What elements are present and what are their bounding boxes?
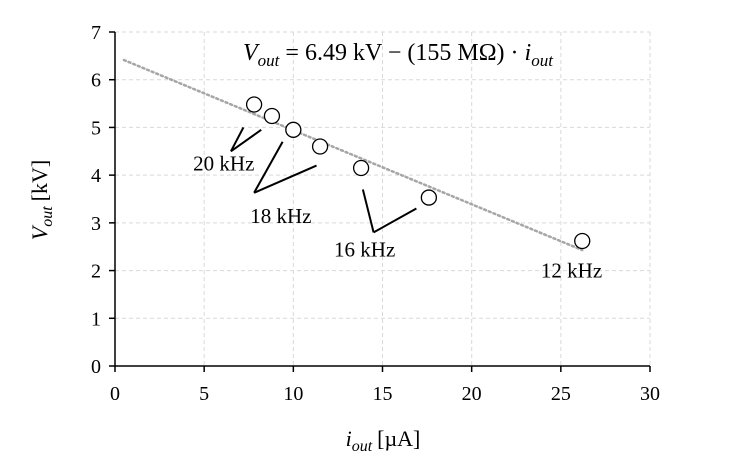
- x-axis-title-unit: [µA]: [377, 426, 420, 451]
- equation-label: Vout = 6.49 kV − (155 MΩ) · iout: [243, 40, 554, 70]
- equation-rhs: = 6.49 kV − (155 MΩ) ·: [279, 40, 524, 66]
- annotation-label: 18 kHz: [250, 204, 311, 228]
- x-axis-title-sub: out: [352, 438, 373, 455]
- annotation-leader-line: [230, 126, 245, 152]
- data-point: [420, 189, 438, 206]
- y-axis-title-unit: [kV]: [27, 160, 52, 202]
- annotation-leader-line: [253, 141, 284, 194]
- equation-lhs-sub: out: [258, 51, 281, 70]
- x-axis-title: iout [µA]: [346, 426, 421, 455]
- data-point: [574, 232, 591, 250]
- y-tick-label: 0: [91, 356, 101, 378]
- x-tick-label: 0: [110, 383, 120, 405]
- x-tick-label: 5: [199, 383, 209, 405]
- x-tick-label: 15: [373, 383, 393, 405]
- equation-rhs-var-main: i: [525, 40, 532, 66]
- data-point: [352, 159, 370, 177]
- x-tick-label: 25: [551, 383, 571, 405]
- y-axis-title: Vout [kV]: [27, 160, 56, 240]
- annotation-leader-line: [373, 207, 417, 234]
- x-axis-title-main: i: [346, 426, 352, 451]
- x-tick-label: 30: [640, 383, 660, 405]
- y-tick-label: 4: [91, 165, 101, 187]
- annotations: 20 kHz 18 kHz 16 kHz 12 kHz: [193, 126, 602, 283]
- data-point: [311, 138, 329, 155]
- equation-rhs-var-sub: out: [531, 51, 554, 70]
- annotation-leader-line: [361, 189, 375, 233]
- axes: 0 5 10 15 20 25 30 0 1 2 3 4 5 6 7: [91, 22, 660, 405]
- grid: [115, 31, 651, 366]
- y-tick-label: 5: [91, 117, 101, 139]
- y-tick-label: 6: [91, 70, 101, 92]
- annotation-label: 20 kHz: [193, 151, 254, 175]
- y-tick-label: 2: [91, 261, 101, 283]
- data-points: [245, 96, 591, 250]
- y-axis-title-sub: out: [39, 206, 56, 227]
- annotation-label: 16 kHz: [334, 237, 395, 261]
- annotation-leader-line: [230, 128, 262, 153]
- annotation-leader-line: [253, 164, 317, 194]
- data-point: [245, 96, 263, 113]
- trendline: [122, 58, 584, 252]
- trendline-layer: [122, 58, 584, 252]
- data-point: [285, 121, 302, 138]
- equation-lhs-main: V: [243, 40, 260, 66]
- y-tick-label: 1: [91, 308, 101, 330]
- y-tick-label: 3: [91, 213, 101, 235]
- annotation-label: 12 kHz: [541, 259, 602, 283]
- x-tick-label: 10: [283, 383, 303, 405]
- x-tick-label: 20: [462, 383, 482, 405]
- y-axis-title-main: V: [27, 224, 52, 240]
- data-point: [263, 107, 281, 125]
- y-tick-label: 7: [91, 22, 101, 44]
